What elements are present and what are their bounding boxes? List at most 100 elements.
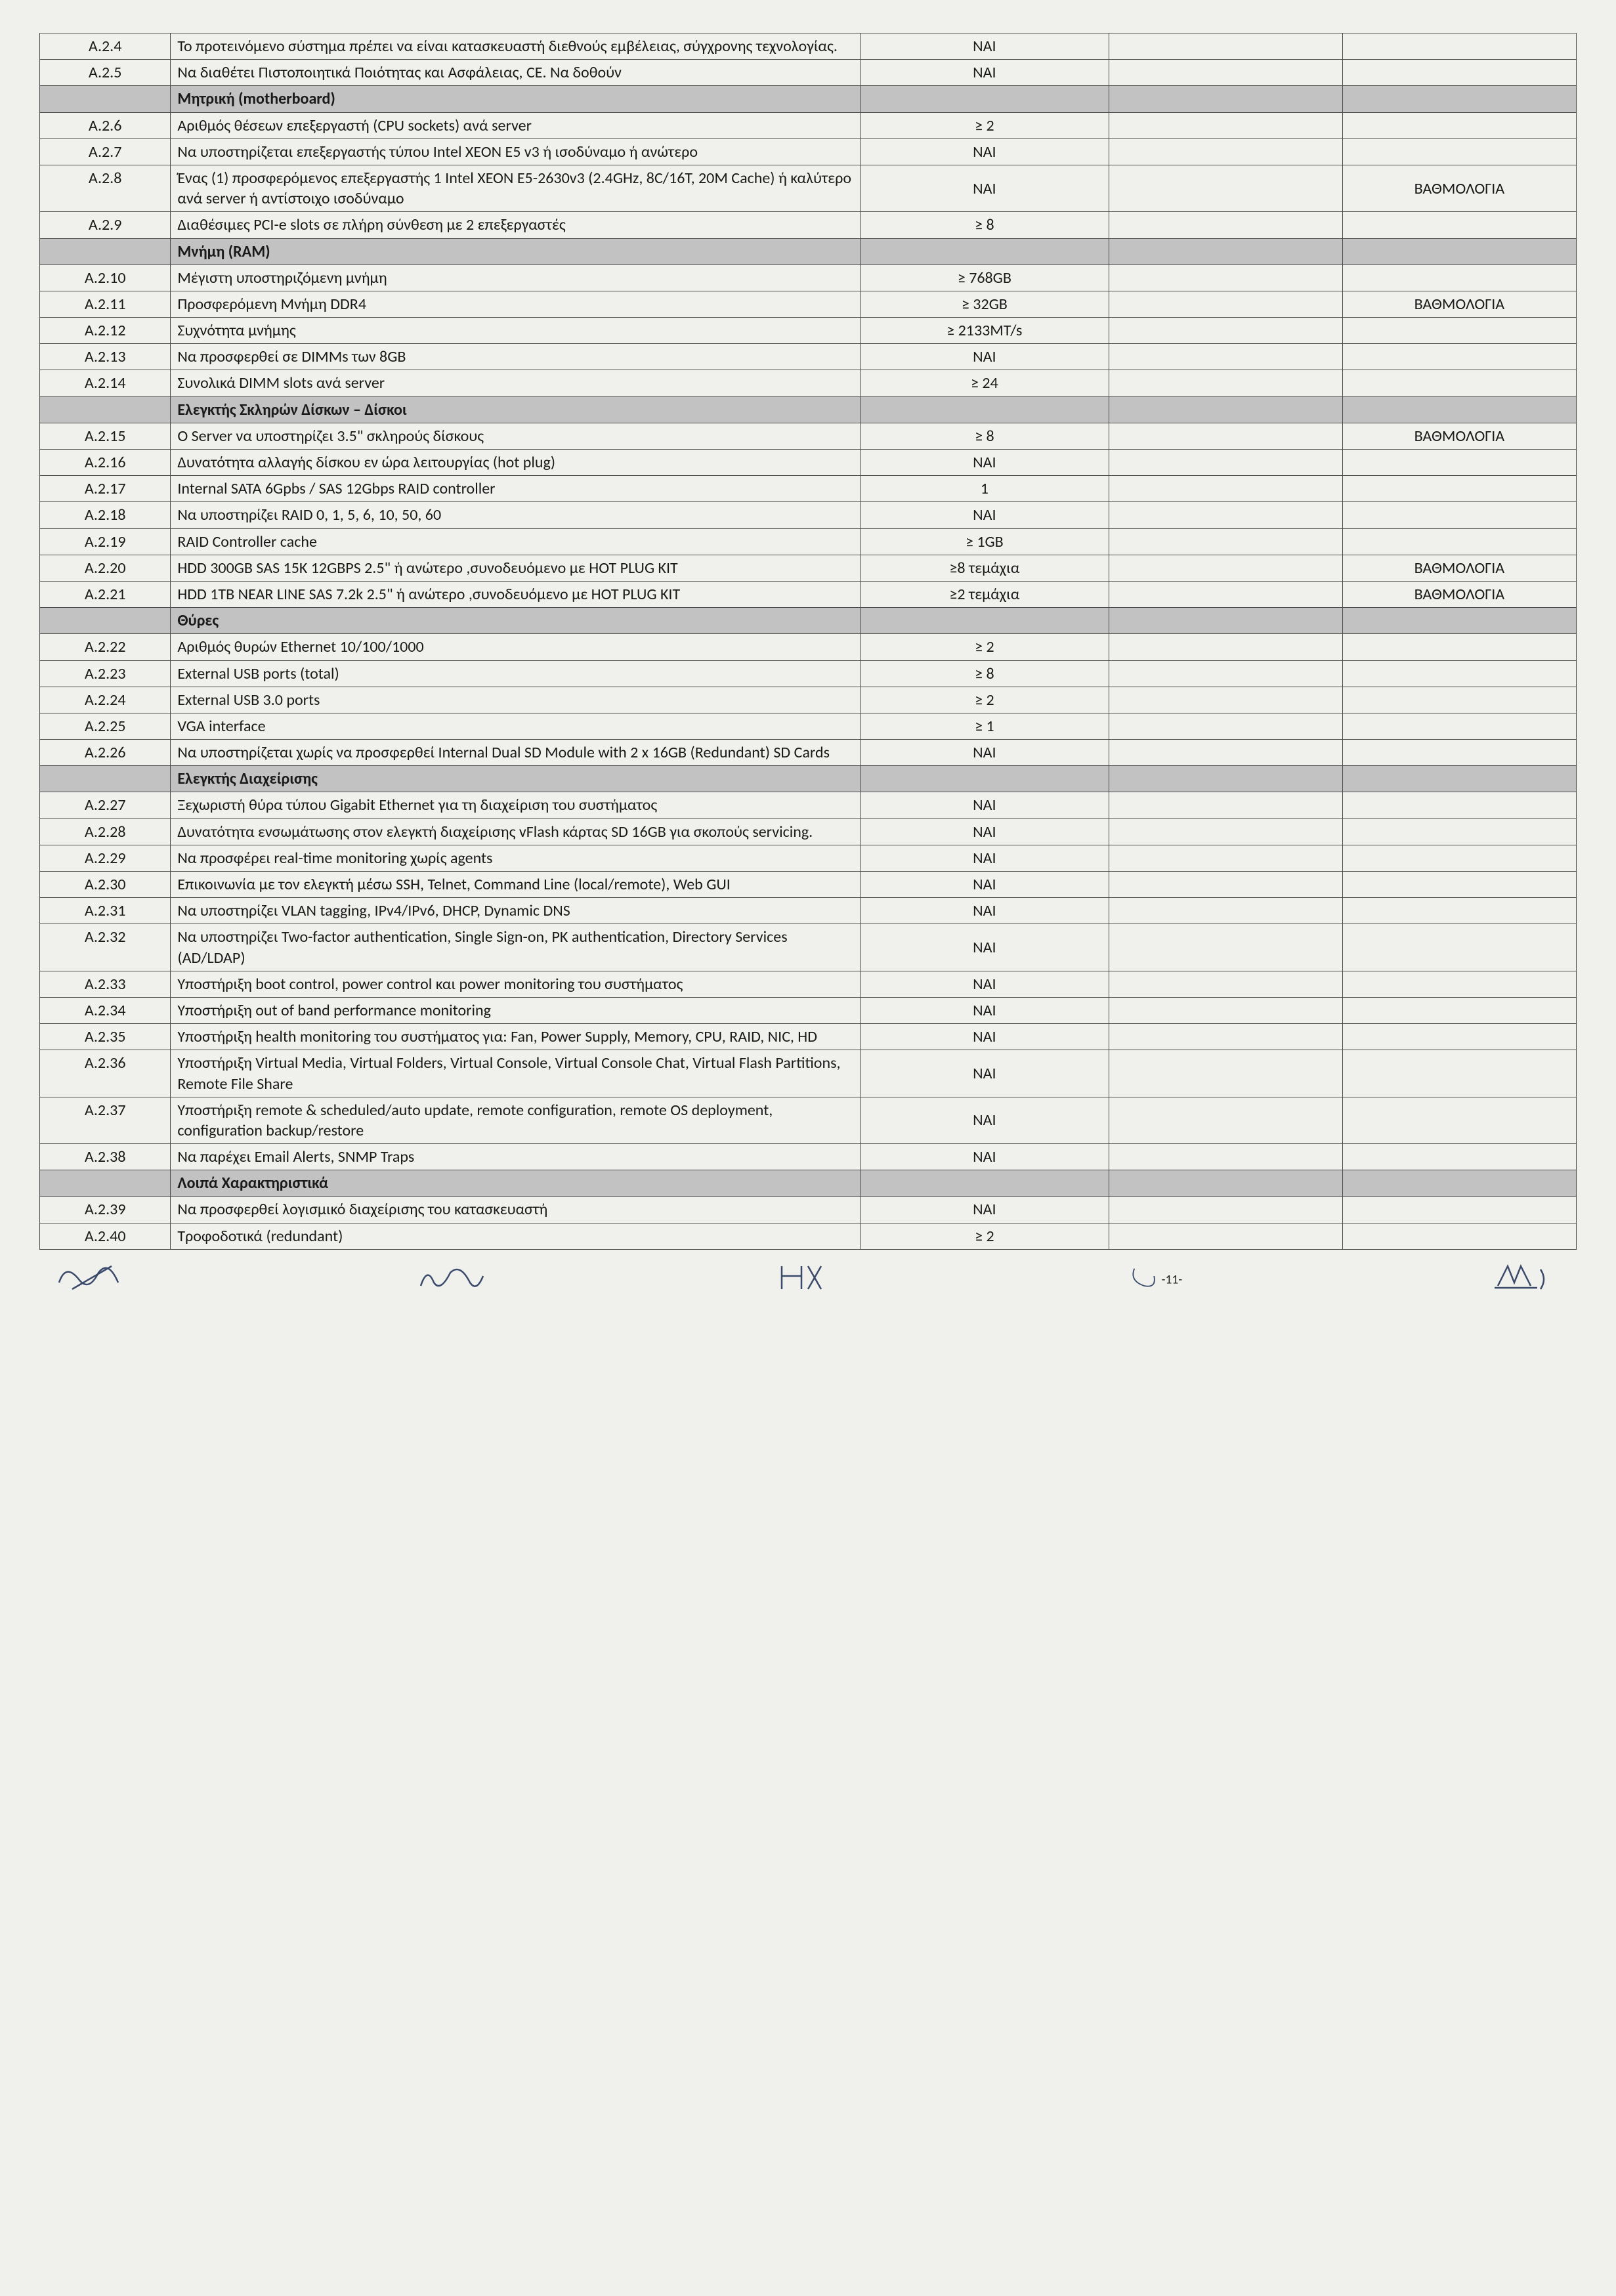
c5-cell	[1342, 33, 1576, 60]
section-header-row: Μνήμη (RAM)	[40, 238, 1577, 265]
table-row: A.2.18Να υποστηρίζει RAID 0, 1, 5, 6, 10…	[40, 502, 1577, 528]
c4-cell	[1109, 138, 1342, 165]
c5-cell	[1342, 1223, 1576, 1249]
table-row: A.2.4Το προτεινόμενο σύστημα πρέπει να ε…	[40, 33, 1577, 60]
c5-cell	[1342, 212, 1576, 238]
desc-cell: Να υποστηρίζεται επεξεργαστής τύπου Inte…	[171, 138, 861, 165]
header-req-cell	[861, 396, 1109, 423]
id-cell: A.2.24	[40, 687, 171, 713]
desc-cell: Να υποστηρίζει VLAN tagging, IPv4/IPv6, …	[171, 898, 861, 924]
desc-cell: Δυνατότητα αλλαγής δίσκου εν ώρα λειτουρ…	[171, 450, 861, 476]
id-cell: A.2.36	[40, 1050, 171, 1097]
table-row: A.2.23External USB ports (total)≥ 8	[40, 660, 1577, 687]
table-row: A.2.38Να παρέχει Email Alerts, SNMP Trap…	[40, 1144, 1577, 1170]
req-cell: ≥ 2	[861, 112, 1109, 138]
c5-cell	[1342, 1144, 1576, 1170]
table-row: A.2.8Ένας (1) προσφερόμενος επεξεργαστής…	[40, 165, 1577, 211]
id-cell: A.2.11	[40, 291, 171, 317]
req-cell: ≥8 τεμάχια	[861, 555, 1109, 581]
req-cell: ≥ 768GB	[861, 265, 1109, 291]
desc-cell: Συχνότητα μνήμης	[171, 318, 861, 344]
desc-cell: External USB 3.0 ports	[171, 687, 861, 713]
c4-cell	[1109, 344, 1342, 370]
table-row: A.2.34Υποστήριξη out of band performance…	[40, 997, 1577, 1023]
req-cell: ≥ 8	[861, 212, 1109, 238]
c4-cell	[1109, 1223, 1342, 1249]
desc-cell: Αριθμός θυρών Ethernet 10/100/1000	[171, 634, 861, 660]
req-cell: ΝΑΙ	[861, 1197, 1109, 1223]
req-cell: ΝΑΙ	[861, 33, 1109, 60]
id-cell: A.2.10	[40, 265, 171, 291]
c4-cell	[1109, 370, 1342, 396]
header-c4-cell	[1109, 238, 1342, 265]
c4-cell	[1109, 581, 1342, 607]
c5-cell	[1342, 792, 1576, 818]
c5-cell	[1342, 370, 1576, 396]
id-cell: A.2.27	[40, 792, 171, 818]
desc-cell: Να προσφερθεί σε DIMMs των 8GB	[171, 344, 861, 370]
c4-cell	[1109, 33, 1342, 60]
desc-cell: Τροφοδοτικά (redundant)	[171, 1223, 861, 1249]
header-c5-cell	[1342, 86, 1576, 112]
table-row: A.2.29Να προσφέρει real-time monitoring …	[40, 845, 1577, 871]
table-row: A.2.40Τροφοδοτικά (redundant)≥ 2	[40, 1223, 1577, 1249]
table-row: A.2.26Να υποστηρίζεται χωρίς να προσφερθ…	[40, 740, 1577, 766]
c4-cell	[1109, 1144, 1342, 1170]
req-cell: ≥ 2	[861, 687, 1109, 713]
table-row: A.2.21HDD 1TB NEAR LINE SAS 7.2k 2.5" ή …	[40, 581, 1577, 607]
c4-cell	[1109, 555, 1342, 581]
c4-cell	[1109, 1050, 1342, 1097]
id-cell: A.2.4	[40, 33, 171, 60]
table-row: A.2.28Δυνατότητα ενσωμάτωσης στον ελεγκτ…	[40, 818, 1577, 845]
c5-cell	[1342, 1197, 1576, 1223]
c4-cell	[1109, 740, 1342, 766]
table-row: A.2.32Να υποστηρίζει Two-factor authenti…	[40, 924, 1577, 971]
c5-cell	[1342, 818, 1576, 845]
header-id-cell	[40, 766, 171, 792]
desc-cell: Μέγιστη υποστηριζόμενη μνήμη	[171, 265, 861, 291]
c5-cell	[1342, 872, 1576, 898]
desc-cell: Επικοινωνία με τον ελεγκτή μέσω SSH, Tel…	[171, 872, 861, 898]
c4-cell	[1109, 660, 1342, 687]
desc-cell: Να παρέχει Email Alerts, SNMP Traps	[171, 1144, 861, 1170]
req-cell: ΝΑΙ	[861, 1097, 1109, 1143]
id-cell: A.2.18	[40, 502, 171, 528]
c4-cell	[1109, 634, 1342, 660]
c4-cell	[1109, 502, 1342, 528]
c5-cell	[1342, 502, 1576, 528]
c4-cell	[1109, 528, 1342, 555]
c4-cell	[1109, 476, 1342, 502]
id-cell: A.2.14	[40, 370, 171, 396]
section-header-row: Μητρική (motherboard)	[40, 86, 1577, 112]
table-row: A.2.6Αριθμός θέσεων επεξεργαστή (CPU soc…	[40, 112, 1577, 138]
desc-cell: Προσφερόμενη Μνήμη DDR4	[171, 291, 861, 317]
c5-cell	[1342, 476, 1576, 502]
table-row: A.2.31Να υποστηρίζει VLAN tagging, IPv4/…	[40, 898, 1577, 924]
desc-cell: RAID Controller cache	[171, 528, 861, 555]
req-cell: ΝΑΙ	[861, 971, 1109, 997]
desc-cell: HDD 1TB NEAR LINE SAS 7.2k 2.5" ή ανώτερ…	[171, 581, 861, 607]
c4-cell	[1109, 792, 1342, 818]
c4-cell	[1109, 898, 1342, 924]
table-row: A.2.15Ο Server να υποστηρίζει 3.5" σκληρ…	[40, 423, 1577, 449]
c5-cell	[1342, 845, 1576, 871]
header-label-cell: Θύρες	[171, 608, 861, 634]
req-cell: ΝΑΙ	[861, 872, 1109, 898]
c4-cell	[1109, 265, 1342, 291]
id-cell: A.2.23	[40, 660, 171, 687]
c5-cell	[1342, 924, 1576, 971]
id-cell: A.2.33	[40, 971, 171, 997]
desc-cell: Να υποστηρίζει Two-factor authentication…	[171, 924, 861, 971]
c4-cell	[1109, 1197, 1342, 1223]
c4-cell	[1109, 165, 1342, 211]
desc-cell: Αριθμός θέσεων επεξεργαστή (CPU sockets)…	[171, 112, 861, 138]
header-req-cell	[861, 1170, 1109, 1197]
req-cell: ΝΑΙ	[861, 845, 1109, 871]
c5-cell	[1342, 997, 1576, 1023]
c5-cell: ΒΑΘΜΟΛΟΓΙΑ	[1342, 581, 1576, 607]
signature-1	[53, 1256, 131, 1296]
req-cell: ≥ 2	[861, 1223, 1109, 1249]
desc-cell: Διαθέσιμες PCI-e slots σε πλήρη σύνθεση …	[171, 212, 861, 238]
c4-cell	[1109, 60, 1342, 86]
req-cell: ΝΑΙ	[861, 450, 1109, 476]
